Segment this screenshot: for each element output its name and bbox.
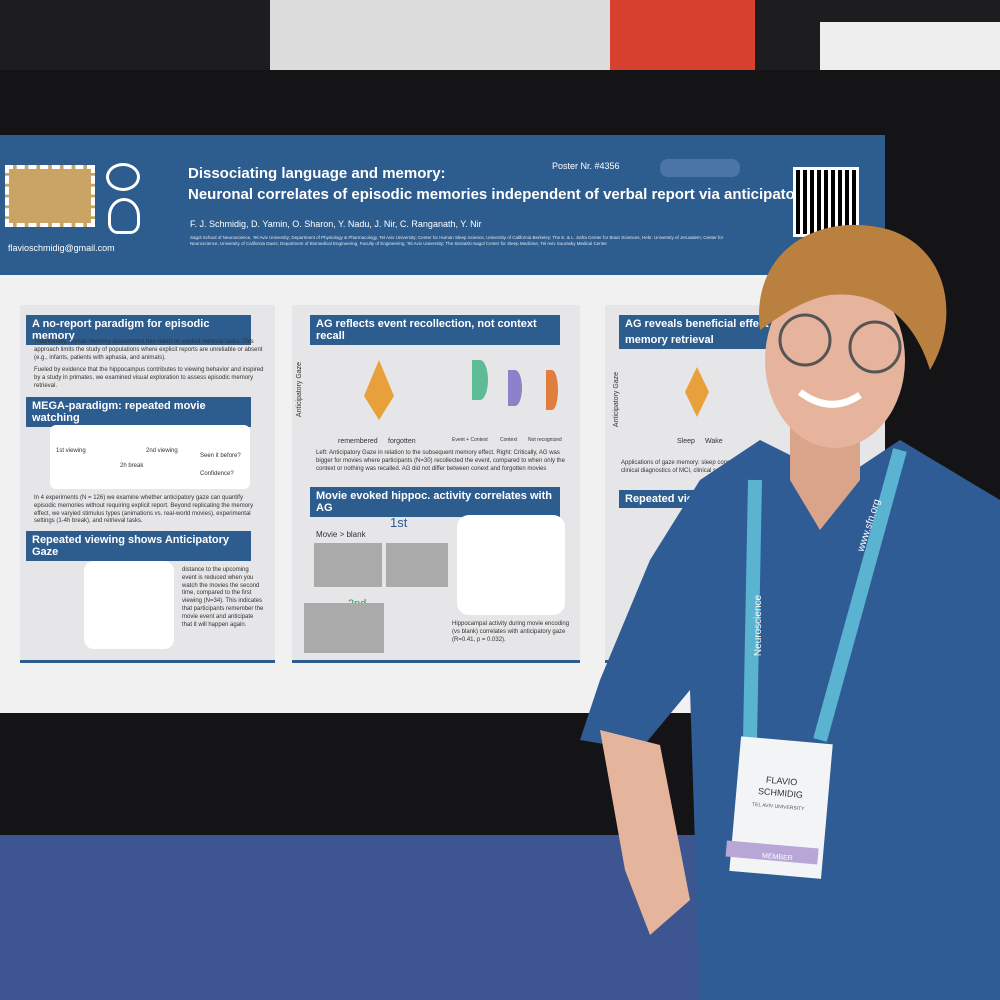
white-sign bbox=[820, 22, 1000, 70]
paradigm-label: 2h break bbox=[120, 463, 144, 469]
paradigm-label: 2nd viewing bbox=[146, 448, 178, 454]
section-heading: AG reveals beneficial effect bbox=[619, 315, 799, 333]
scatter-figure bbox=[457, 515, 565, 615]
group-label: forgotten bbox=[388, 438, 416, 445]
hair bbox=[759, 224, 947, 370]
brain-slice bbox=[304, 603, 384, 653]
panel: AG reflects event recollection, not cont… bbox=[292, 305, 580, 663]
caption: Hippocampal activity during movie encodi… bbox=[452, 621, 570, 643]
affiliations: Sagol School of Neuroscience, Tel Aviv U… bbox=[190, 235, 724, 247]
bullet: Fueled by evidence that the hippocampus … bbox=[34, 367, 264, 389]
violin bbox=[546, 370, 558, 410]
group-label: Not recognized bbox=[528, 437, 562, 443]
section-heading: Movie evoked hippoc. activity correlates… bbox=[310, 487, 560, 517]
poster: Dissociating language and memory: Neuron… bbox=[0, 135, 885, 713]
wall-panel bbox=[270, 0, 610, 70]
paradigm-figure bbox=[50, 425, 250, 489]
caption: Applications of gaze memory: sleep conso… bbox=[621, 460, 767, 474]
section-heading: Repeated viewing shows Anticipatory Gaze bbox=[26, 531, 251, 561]
violin bbox=[472, 360, 488, 400]
caption: Left: Anticipatory Gaze in relation to t… bbox=[316, 450, 565, 472]
poster-title: Neuronal correlates of episodic memories… bbox=[188, 186, 847, 203]
authors: F. J. Schmidig, D. Yamin, O. Sharon, Y. … bbox=[190, 219, 482, 229]
brain-slice bbox=[314, 543, 382, 587]
poster-header bbox=[0, 135, 885, 275]
group-label: Context bbox=[500, 437, 518, 443]
section-heading: AG reflects event recollection, not cont… bbox=[310, 315, 560, 345]
contrast-label: Movie > blank bbox=[316, 530, 366, 539]
paragraph: In 4 experiments (N = 126) we examine wh… bbox=[34, 495, 254, 525]
badge-stripe bbox=[725, 840, 819, 865]
head-icon bbox=[108, 198, 140, 234]
viewing-label: 1st bbox=[390, 515, 408, 530]
logos bbox=[660, 159, 740, 177]
section-heading: memory retrieval bbox=[619, 331, 799, 349]
lanyard-text: Neuroscience bbox=[753, 594, 765, 657]
neck bbox=[790, 420, 860, 530]
shirt bbox=[580, 440, 1000, 1000]
email: flavioschmidig@gmail.com bbox=[8, 243, 115, 253]
poster-number: Poster Nr. #4356 bbox=[552, 161, 620, 171]
group-label: Wake bbox=[705, 438, 723, 445]
violin bbox=[508, 370, 522, 406]
paradigm-label: Confidence? bbox=[200, 471, 234, 477]
lanyard bbox=[743, 448, 907, 742]
paragraph: distance to the upcoming event is reduce… bbox=[182, 567, 264, 628]
qr-code bbox=[793, 167, 859, 237]
smile bbox=[797, 389, 862, 408]
paradigm-label: 1st viewing bbox=[56, 448, 86, 454]
gaze-figure bbox=[84, 561, 174, 649]
panel: A no-report paradigm for episodic memory… bbox=[20, 305, 275, 663]
arm bbox=[600, 730, 690, 935]
poster-title: Dissociating language and memory: bbox=[188, 165, 446, 182]
red-panel bbox=[610, 0, 755, 70]
brain-slice bbox=[386, 543, 448, 587]
group-label: Event + Context bbox=[452, 437, 488, 443]
eye-icon bbox=[106, 163, 140, 191]
group-label: remembered bbox=[338, 438, 378, 445]
paradigm-label: Seen it before? bbox=[200, 453, 241, 459]
glasses bbox=[778, 313, 832, 367]
group-label: Sleep bbox=[677, 438, 695, 445]
section-heading: A no-report paradigm for episodic memory bbox=[26, 315, 251, 345]
glasses bbox=[848, 320, 902, 374]
bullet: Traditionally, human memory assessment h… bbox=[34, 339, 263, 361]
section-heading: MEGA-paradigm: repeated movie watching bbox=[26, 397, 251, 427]
film-icon bbox=[5, 165, 95, 227]
